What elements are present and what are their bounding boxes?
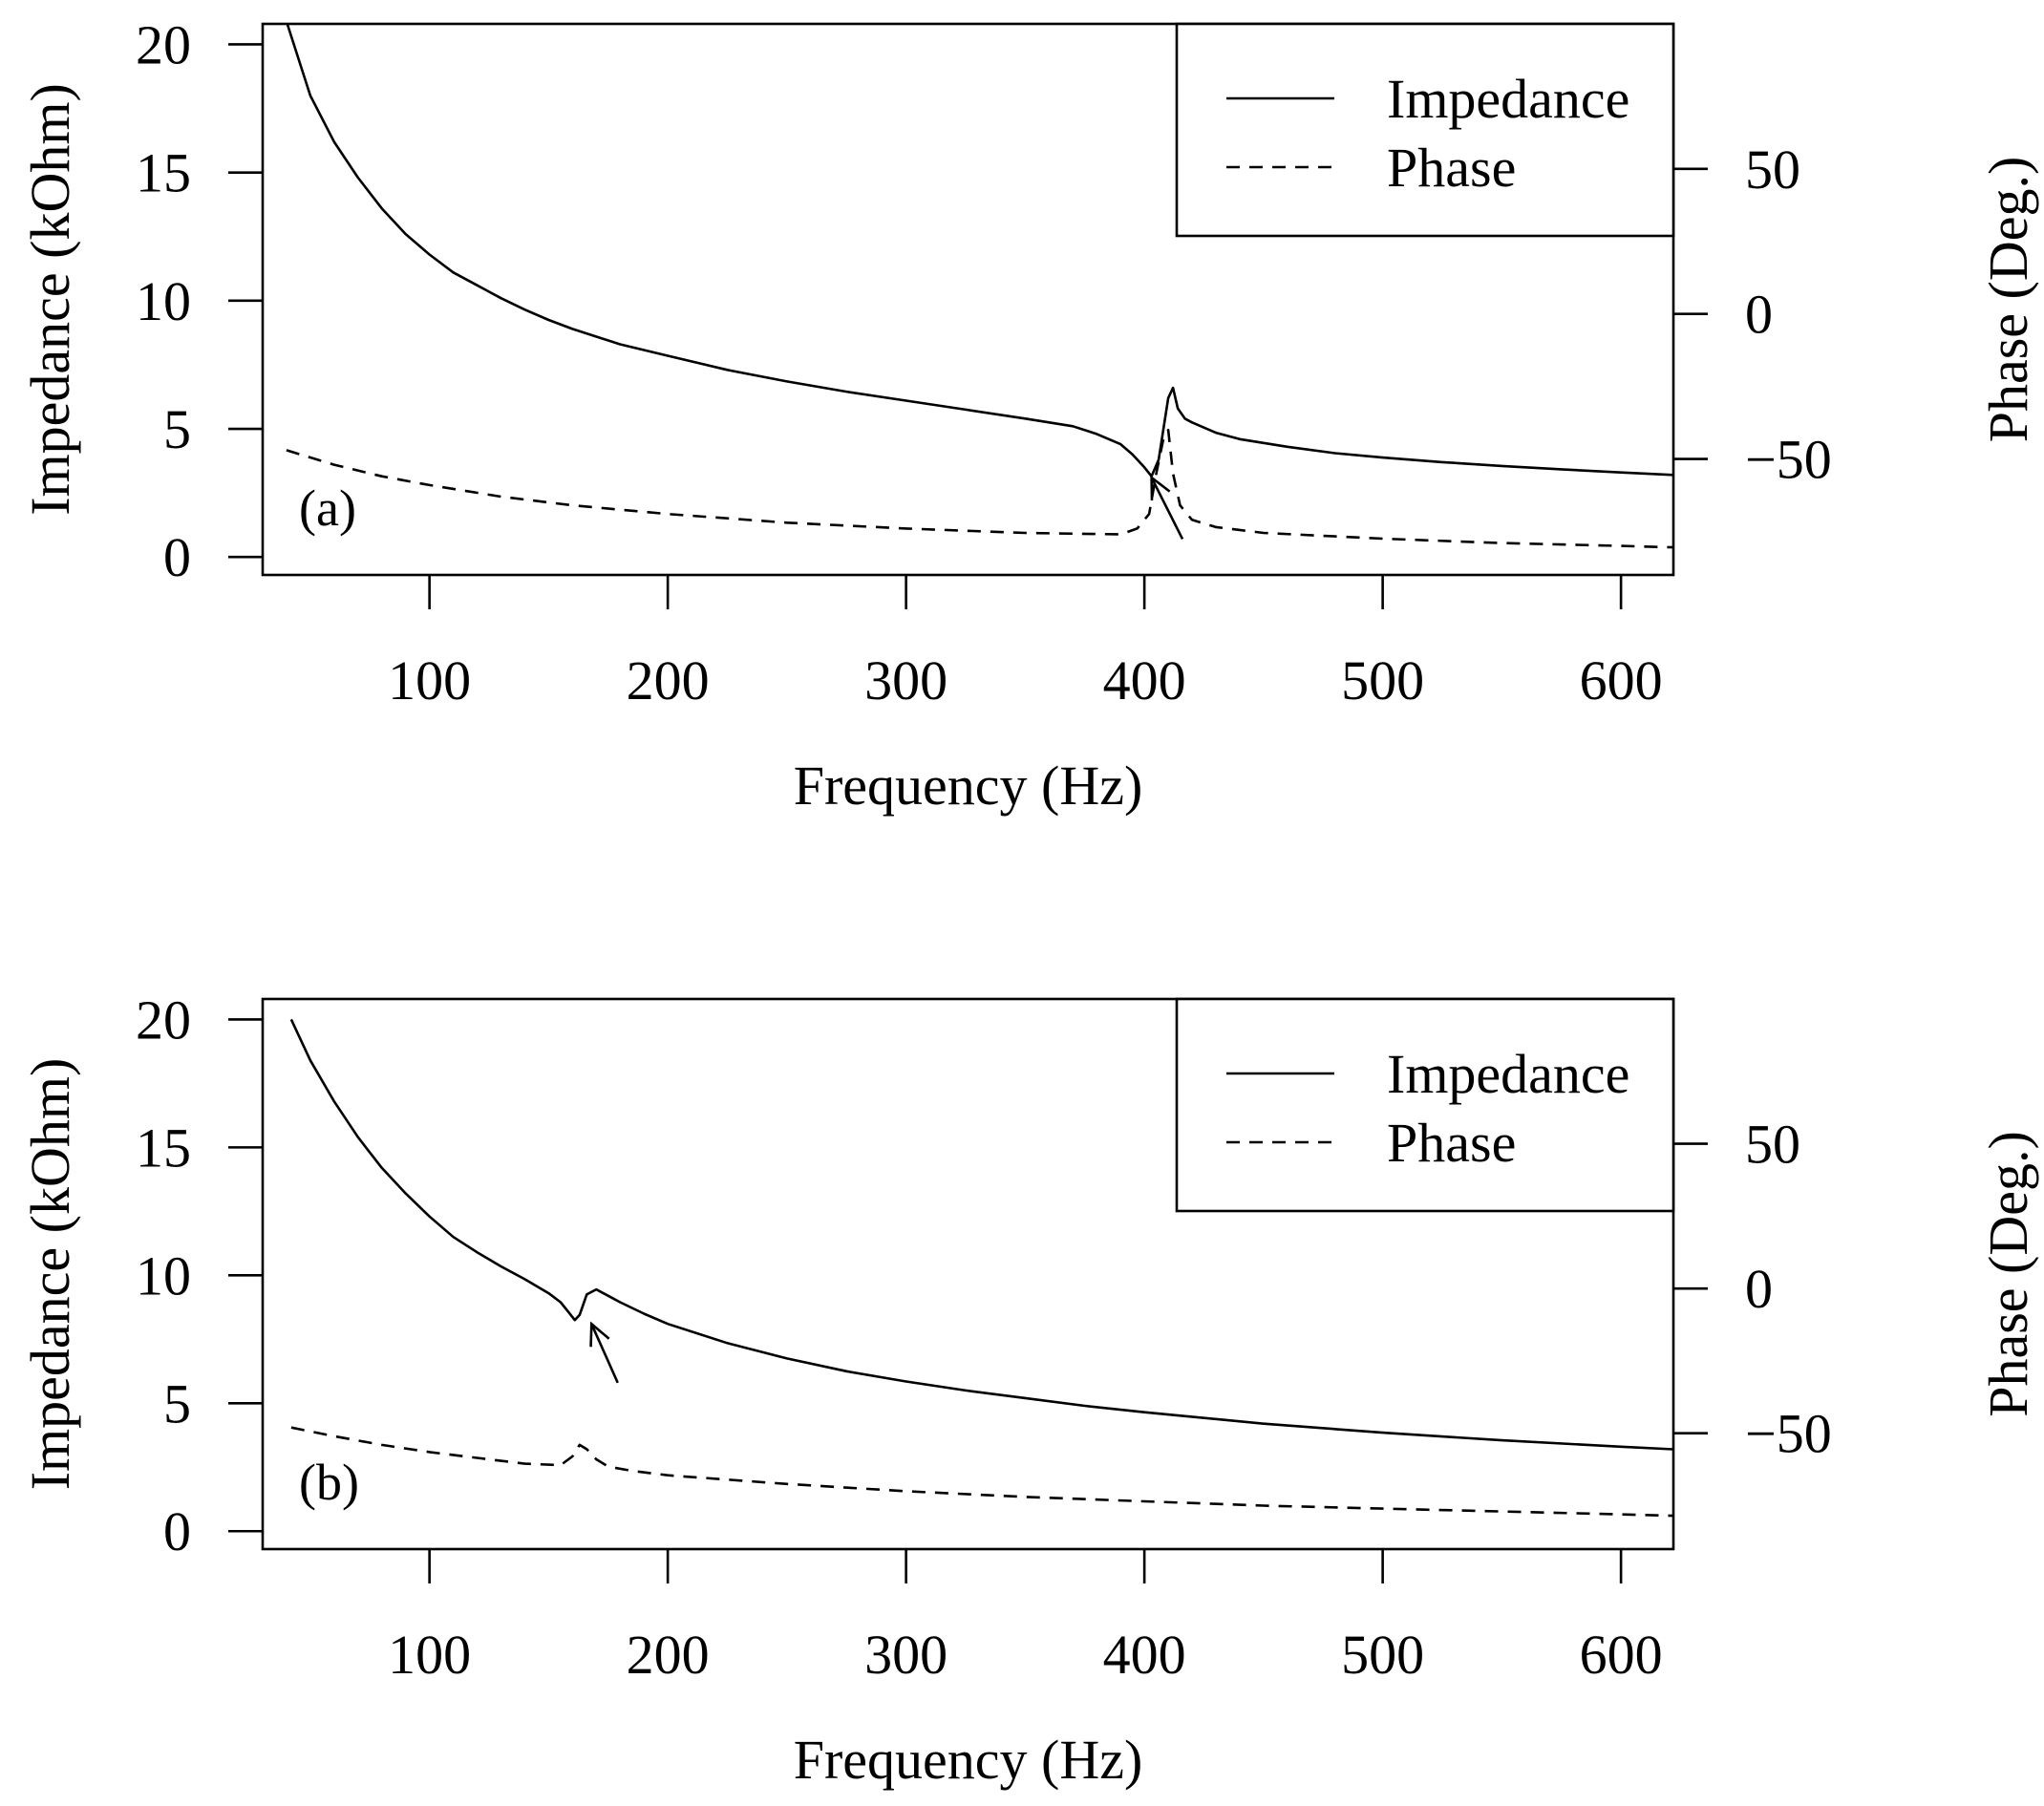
y2-tick-label: 50 [1745,1114,1800,1176]
y-tick-label: 10 [136,1244,191,1307]
y-tick-label: 0 [163,1500,191,1562]
annotation-arrow [1150,477,1184,541]
y2-axis-title: Phase (Deg.) [1977,157,2039,443]
legend: Impedance Phase [1175,997,1675,1213]
x-tick-label: 600 [1580,649,1663,712]
y2-tick-label: −50 [1745,429,1832,491]
x-tick-label: 400 [1103,1624,1186,1686]
plot-frame [261,997,1675,1551]
series-line-phase [286,428,1673,549]
y-tick-label: 20 [136,13,191,75]
legend: Impedance Phase [1175,22,1675,238]
x-tick-label: 100 [388,649,471,712]
y-axis-title: Impedance (kOhm) [19,83,81,516]
y2-tick-label: 0 [1745,1258,1773,1320]
legend-label-impedance: Impedance [1387,68,1629,130]
x-tick-label: 600 [1580,1624,1663,1686]
y-tick-label: 0 [163,526,191,588]
x-tick-label: 400 [1103,649,1186,712]
y-tick-label: 15 [136,142,191,204]
annotation-arrow [590,1323,619,1384]
x-tick-label: 200 [627,649,710,712]
plot-frame [261,22,1675,577]
y-tick-label: 15 [136,1116,191,1179]
series-line-phase [290,1426,1673,1518]
series-line-impedance [286,24,1673,478]
x-tick-label: 500 [1341,649,1424,712]
x-tick-label: 300 [864,1624,947,1686]
y2-tick-label: 0 [1745,284,1773,346]
panel-label: (a) [299,479,356,537]
annotation-arrowhead [1150,475,1171,501]
x-tick-label: 500 [1341,1624,1424,1686]
legend-box [1175,22,1675,238]
panel-label: (b) [299,1454,359,1511]
y2-tick-label: 50 [1745,138,1800,201]
chart-panel-a: 100 200 300 400 500 600 0 5 10 15 20 −50 0 50 Frequenc… [19,13,2039,817]
series-line-impedance [289,1018,1673,1451]
y-tick-label: 5 [163,398,191,460]
legend-label-impedance: Impedance [1387,1043,1629,1105]
x-tick-label: 300 [864,649,947,712]
x-axis-title: Frequency (Hz) [794,754,1143,817]
y-axis-title: Impedance (kOhm) [19,1058,81,1491]
chart-panel-b: 100 200 300 400 500 600 0 5 10 15 20 −50 0 50 Frequenc… [19,988,2039,1791]
y2-tick-label: −50 [1745,1403,1832,1465]
x-tick-label: 200 [627,1624,710,1686]
y-tick-label: 20 [136,988,191,1051]
legend-label-phase: Phase [1387,1112,1516,1174]
y-tick-label: 5 [163,1372,191,1434]
legend-label-phase: Phase [1387,137,1516,199]
y2-axis-title: Phase (Deg.) [1977,1131,2039,1417]
x-tick-label: 100 [388,1624,471,1686]
legend-box [1175,997,1675,1213]
annotation-arrowhead [589,1321,610,1348]
y-tick-label: 10 [136,270,191,332]
x-axis-title: Frequency (Hz) [794,1729,1143,1791]
